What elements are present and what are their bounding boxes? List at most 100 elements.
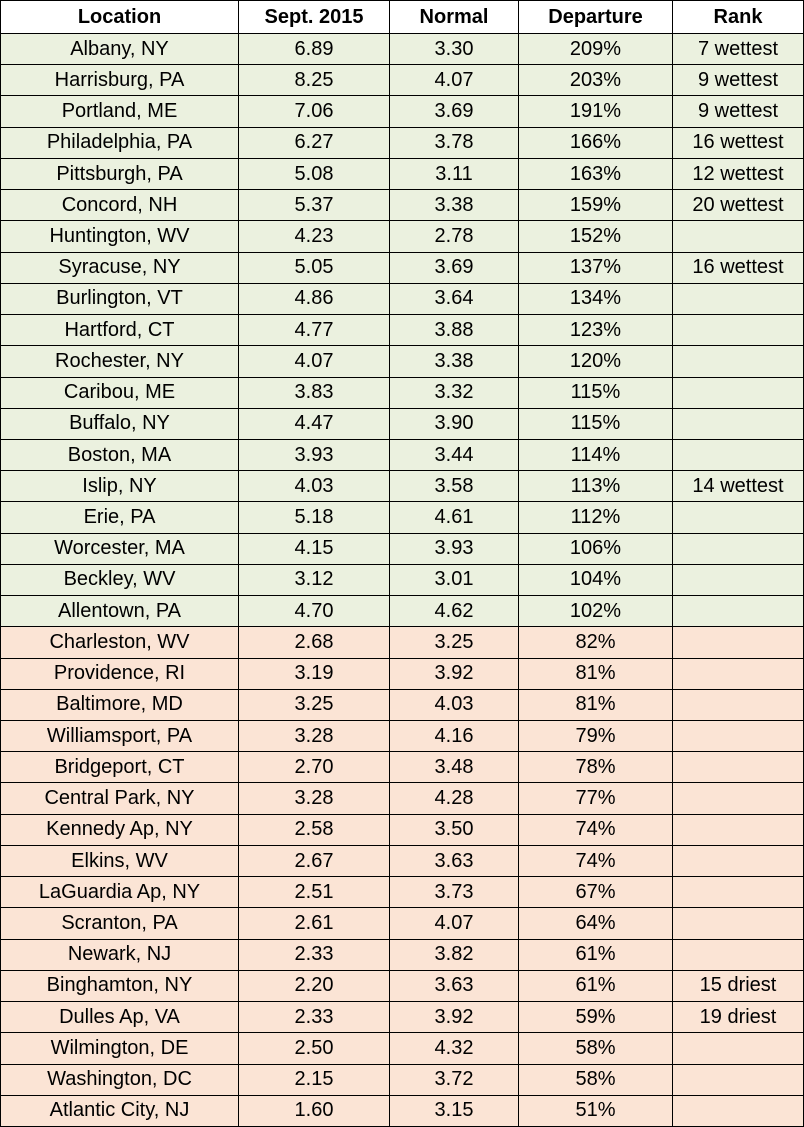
table-cell	[673, 346, 803, 377]
table-cell: Pittsburgh, PA	[1, 158, 238, 190]
table-cell: 4.03	[390, 689, 518, 721]
table-cell: 79%	[519, 721, 672, 752]
table-cell: 163%	[519, 158, 672, 190]
table-cell: Portland, ME	[1, 96, 238, 127]
table-cell: 2.20	[239, 970, 389, 1002]
table-cell: 3.69	[390, 252, 518, 283]
table-cell: 115%	[519, 377, 672, 408]
table-cell: 74%	[519, 845, 672, 877]
table-cell: 3.58	[390, 471, 518, 502]
table-cell: Syracuse, NY	[1, 252, 238, 283]
table-cell: 2.33	[239, 939, 389, 970]
table-cell: Harrisburg, PA	[1, 65, 238, 96]
table-cell: 3.38	[390, 190, 518, 221]
table-cell: 58%	[519, 1033, 672, 1064]
table-cell	[673, 752, 803, 783]
table-cell: 3.12	[239, 564, 389, 596]
table-cell: Williamsport, PA	[1, 721, 238, 752]
table-cell: Islip, NY	[1, 471, 238, 502]
table-cell: Rochester, NY	[1, 346, 238, 377]
header-cell: Normal	[390, 1, 518, 33]
table-cell: 67%	[519, 877, 672, 908]
table-cell	[673, 689, 803, 721]
table-cell: Burlington, VT	[1, 283, 238, 315]
table-cell: 209%	[519, 34, 672, 65]
table-cell: Caribou, ME	[1, 377, 238, 408]
table-cell: 106%	[519, 533, 672, 564]
table-cell: 2.33	[239, 1002, 389, 1033]
table-cell: 152%	[519, 221, 672, 252]
table-cell: 104%	[519, 564, 672, 596]
table-cell	[673, 564, 803, 596]
table-cell: 3.01	[390, 564, 518, 596]
table-cell: 5.08	[239, 158, 389, 190]
table-cell	[673, 1064, 803, 1095]
table-cell: 2.70	[239, 752, 389, 783]
table-cell: 3.82	[390, 939, 518, 970]
table-cell: Beckley, WV	[1, 564, 238, 596]
table-cell: 3.25	[239, 689, 389, 721]
table-cell: Wilmington, DE	[1, 1033, 238, 1064]
table-cell: Scranton, PA	[1, 908, 238, 939]
table-cell: 4.70	[239, 596, 389, 627]
table-cell: 3.88	[390, 315, 518, 346]
table-cell	[673, 315, 803, 346]
table-cell: 3.69	[390, 96, 518, 127]
table-cell: 3.73	[390, 877, 518, 908]
table-cell: 3.64	[390, 283, 518, 315]
table-cell: 7.06	[239, 96, 389, 127]
table-cell: 64%	[519, 908, 672, 939]
table-cell: 2.78	[390, 221, 518, 252]
table-cell: Dulles Ap, VA	[1, 1002, 238, 1033]
table-cell: 3.93	[239, 439, 389, 471]
table-cell: 4.07	[390, 908, 518, 939]
table-cell: 15 driest	[673, 970, 803, 1002]
table-cell: Elkins, WV	[1, 845, 238, 877]
table-cell	[673, 627, 803, 658]
table-cell: 4.15	[239, 533, 389, 564]
table-cell: LaGuardia Ap, NY	[1, 877, 238, 908]
table-cell: 5.37	[239, 190, 389, 221]
table-cell	[673, 908, 803, 939]
table-cell: 59%	[519, 1002, 672, 1033]
table-cell: Philadelphia, PA	[1, 127, 238, 158]
table-cell: 9 wettest	[673, 65, 803, 96]
table-cell: Allentown, PA	[1, 596, 238, 627]
table-cell	[673, 408, 803, 439]
table-cell: 2.68	[239, 627, 389, 658]
table-cell: 2.67	[239, 845, 389, 877]
table-cell: 3.63	[390, 970, 518, 1002]
table-cell: 12 wettest	[673, 158, 803, 190]
table-cell: 61%	[519, 970, 672, 1002]
table-cell: Huntington, WV	[1, 221, 238, 252]
table-cell: 3.48	[390, 752, 518, 783]
table-cell: Kennedy Ap, NY	[1, 814, 238, 845]
table-cell: Worcester, MA	[1, 533, 238, 564]
table-cell: 4.07	[239, 346, 389, 377]
table-cell	[673, 439, 803, 471]
table-cell: Concord, NH	[1, 190, 238, 221]
table-cell: 4.32	[390, 1033, 518, 1064]
table-cell: 4.28	[390, 783, 518, 814]
table-cell: 3.28	[239, 721, 389, 752]
table-cell: 78%	[519, 752, 672, 783]
table-cell: 3.83	[239, 377, 389, 408]
table-cell: 9 wettest	[673, 96, 803, 127]
table-cell: 5.05	[239, 252, 389, 283]
table-cell: 3.28	[239, 783, 389, 814]
table-cell: 58%	[519, 1064, 672, 1095]
table-cell: 4.16	[390, 721, 518, 752]
table-cell: 4.03	[239, 471, 389, 502]
table-cell	[673, 533, 803, 564]
table-cell: 114%	[519, 439, 672, 471]
table-cell	[673, 783, 803, 814]
table-cell: 4.61	[390, 502, 518, 533]
table-cell: 3.44	[390, 439, 518, 471]
table-cell: 112%	[519, 502, 672, 533]
table-cell: 16 wettest	[673, 252, 803, 283]
table-cell: 2.51	[239, 877, 389, 908]
table-cell: 159%	[519, 190, 672, 221]
table-cell: 3.63	[390, 845, 518, 877]
table-cell: 3.92	[390, 658, 518, 689]
